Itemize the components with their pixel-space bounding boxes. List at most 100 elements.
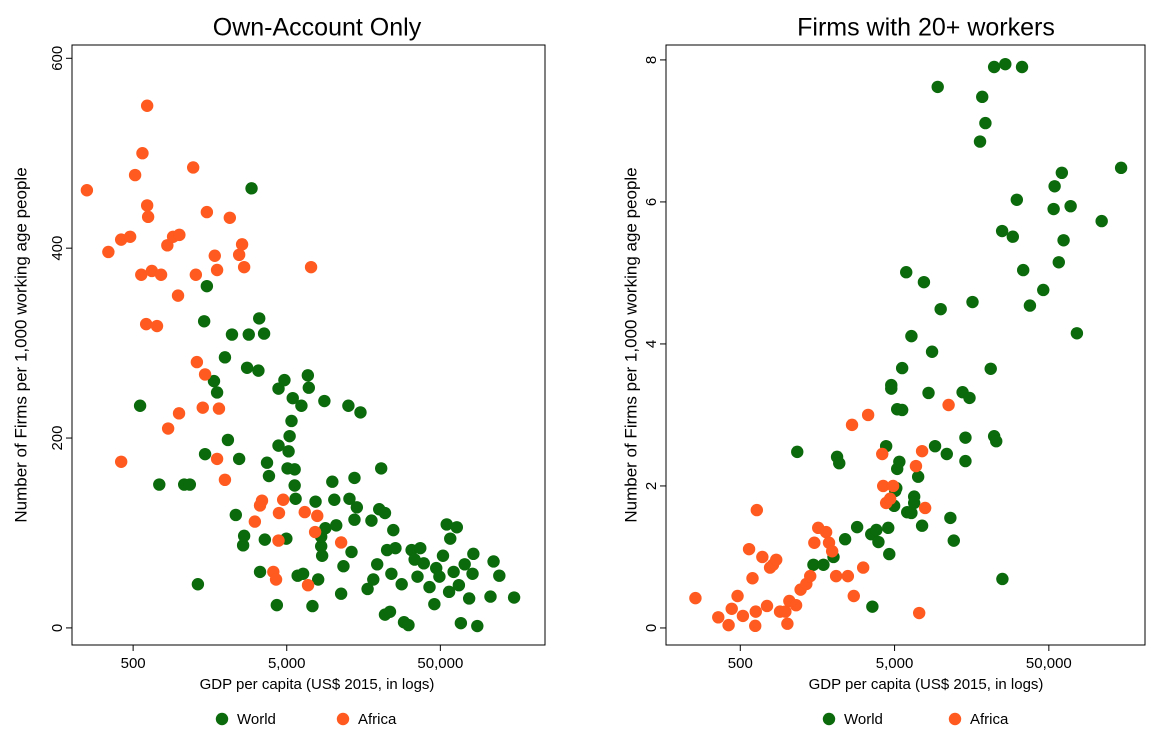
point: [1057, 234, 1070, 247]
point: [343, 492, 356, 505]
point: [171, 289, 185, 302]
chart-title: Firms with 20+ workers: [797, 14, 1055, 42]
chart-title: Own-Account Only: [213, 14, 422, 42]
x-axis-label: GDP per capita (US$ 2015, in logs): [200, 676, 435, 693]
point: [722, 618, 735, 632]
legend-marker: [336, 712, 350, 726]
point: [484, 590, 497, 603]
x-tick-label: 5,000: [876, 655, 914, 672]
point: [276, 493, 290, 506]
point: [150, 319, 164, 333]
legend-label: World: [237, 711, 276, 728]
point: [909, 459, 923, 473]
point: [725, 602, 738, 615]
point: [309, 495, 322, 508]
point: [221, 433, 235, 447]
point: [218, 473, 232, 487]
point: [912, 606, 926, 620]
point: [383, 605, 397, 618]
point: [454, 616, 468, 630]
point: [466, 567, 479, 580]
point: [966, 295, 979, 309]
point: [210, 452, 224, 466]
point: [301, 578, 315, 592]
point: [361, 582, 374, 596]
legend-label: Africa: [970, 711, 1009, 728]
x-tick-label: 500: [728, 655, 753, 672]
point: [440, 518, 453, 531]
point: [200, 279, 214, 293]
point: [269, 573, 283, 586]
point: [223, 211, 237, 224]
point: [258, 533, 272, 546]
point: [374, 462, 388, 475]
point: [931, 80, 944, 94]
point: [979, 116, 992, 130]
point: [861, 408, 875, 422]
point: [712, 611, 725, 624]
point: [760, 599, 774, 613]
point: [286, 391, 299, 405]
point: [354, 406, 367, 419]
point: [900, 266, 913, 279]
point: [200, 205, 214, 219]
point: [995, 224, 1009, 238]
point: [318, 394, 331, 408]
point: [306, 599, 319, 613]
point: [922, 386, 935, 400]
point: [447, 565, 460, 579]
point: [987, 60, 1001, 74]
point: [963, 391, 976, 405]
point: [272, 439, 285, 452]
point: [1017, 263, 1030, 277]
point: [385, 567, 398, 580]
point: [458, 558, 471, 571]
point: [428, 597, 441, 611]
point: [770, 553, 783, 566]
point: [808, 536, 821, 549]
point: [452, 578, 466, 592]
point: [135, 268, 148, 281]
point: [442, 585, 456, 599]
point: [905, 506, 918, 520]
point: [301, 369, 315, 382]
point: [210, 386, 224, 399]
point: [298, 505, 311, 519]
point: [1114, 161, 1128, 175]
point: [807, 558, 820, 571]
point: [365, 514, 378, 527]
legend-label: Africa: [358, 711, 397, 728]
point: [756, 550, 769, 564]
point: [907, 496, 921, 510]
point: [883, 492, 897, 505]
point: [255, 494, 269, 507]
point: [395, 578, 408, 591]
point: [311, 509, 324, 523]
point: [866, 600, 879, 613]
plot-area: [71, 44, 546, 646]
point: [285, 414, 298, 428]
point: [999, 57, 1012, 71]
point: [990, 435, 1003, 448]
point: [883, 547, 896, 561]
y-tick-label: 200: [49, 426, 66, 451]
point: [1006, 230, 1020, 243]
point: [417, 557, 430, 570]
point: [190, 355, 204, 369]
point: [433, 570, 446, 583]
point: [191, 578, 205, 591]
point: [253, 312, 266, 325]
point: [1048, 180, 1061, 193]
point: [1055, 166, 1069, 180]
point: [689, 591, 702, 605]
point: [350, 501, 364, 514]
point: [225, 328, 239, 341]
point: [328, 493, 341, 506]
point: [123, 230, 137, 243]
point: [288, 479, 301, 492]
point: [270, 598, 284, 612]
point: [749, 619, 762, 633]
point: [947, 534, 960, 547]
point: [295, 399, 308, 412]
